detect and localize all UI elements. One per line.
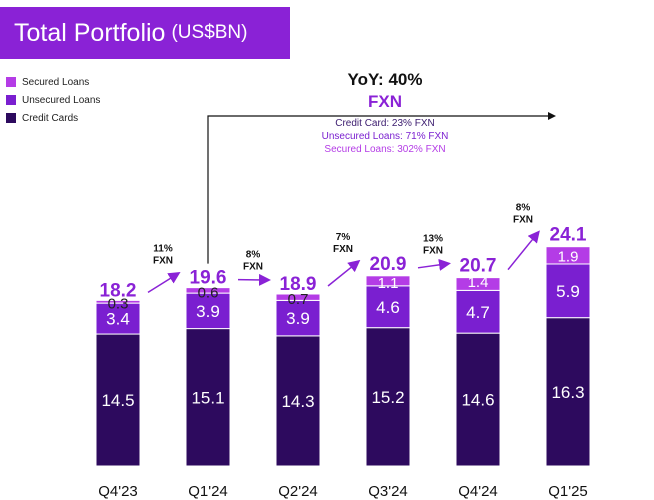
- growth-pct: 8%: [516, 203, 531, 214]
- growth-unit: FXN: [513, 215, 533, 226]
- bar-value-label: 0.7: [288, 291, 309, 308]
- legend-swatch-secured: [6, 77, 16, 87]
- bar-segment: [545, 317, 591, 467]
- growth-unit: FXN: [243, 262, 263, 273]
- bar-value-label: 3.9: [196, 302, 220, 321]
- yoy-bracket-arrowhead: [548, 112, 556, 120]
- yoy-title: YoY: 40%: [347, 70, 423, 89]
- growth-unit: FXN: [153, 256, 173, 267]
- x-tick-label: Q1'24: [188, 483, 228, 500]
- total-label: 20.7: [460, 256, 497, 277]
- legend-item-secured: Secured Loans: [6, 73, 100, 91]
- bar-value-label: 1.4: [468, 274, 489, 291]
- bar-segment: [185, 287, 231, 294]
- bar-value-label: 14.6: [461, 391, 494, 410]
- yoy-detail-credit-card: Credit Card: 23% FXN: [335, 118, 435, 129]
- bar-value-label: 0.3: [108, 296, 129, 313]
- bar-segment: [185, 292, 231, 330]
- bar-segment: [95, 333, 141, 467]
- growth-arrow: [147, 272, 181, 294]
- bar-value-label: 15.1: [191, 388, 224, 407]
- bar-segment: [545, 246, 591, 265]
- title-banner: Total Portfolio (US$BN): [0, 7, 290, 59]
- legend-label-credit-cards: Credit Cards: [22, 112, 79, 124]
- bar-value-label: 15.2: [371, 388, 404, 407]
- legend-item-unsecured: Unsecured Loans: [6, 91, 100, 109]
- chart-unit: (US$BN): [171, 22, 248, 43]
- bar-segment: [95, 299, 141, 304]
- bar-segment: [185, 328, 231, 467]
- growth-pct: 13%: [423, 234, 443, 245]
- bar-value-label: 5.9: [556, 282, 580, 301]
- yoy-detail-unsecured: Unsecured Loans: 71% FXN: [321, 131, 449, 142]
- total-label: 19.6: [190, 268, 227, 289]
- growth-arrow: [417, 258, 451, 271]
- total-label: 20.9: [370, 254, 407, 275]
- bar-segment: [455, 289, 501, 334]
- bar-value-label: 0.6: [198, 284, 219, 301]
- bar-value-label: 4.6: [376, 298, 400, 317]
- chart-title: Total Portfolio: [14, 18, 166, 47]
- yoy-details: Credit Card: 23% FXN Unsecured Loans: 71…: [290, 117, 480, 156]
- x-tick-label: Q2'24: [278, 483, 318, 500]
- total-label: 24.1: [550, 225, 587, 246]
- bar-value-label: 14.5: [101, 391, 134, 410]
- bar-segment: [545, 263, 591, 319]
- bar-segment: [365, 327, 411, 467]
- legend-label-unsecured: Unsecured Loans: [22, 94, 101, 106]
- bar-value-label: 4.7: [466, 303, 490, 322]
- growth-unit: FXN: [423, 246, 443, 257]
- legend-item-credit-cards: Credit Cards: [6, 109, 100, 127]
- x-tick-label: Q4'24: [458, 483, 498, 500]
- bar-segment: [455, 277, 501, 291]
- growth-pct: 7%: [336, 232, 351, 243]
- bar-value-label: 1.9: [558, 248, 579, 265]
- yoy-detail-secured: Secured Loans: 302% FXN: [324, 144, 446, 155]
- legend: Secured Loans Unsecured Loans Credit Car…: [6, 73, 100, 127]
- x-tick-label: Q4'23: [98, 483, 138, 500]
- total-label: 18.2: [100, 280, 137, 301]
- legend-swatch-unsecured: [6, 95, 16, 105]
- bar-segment: [365, 285, 411, 329]
- legend-label-secured: Secured Loans: [22, 76, 90, 88]
- growth-arrow: [507, 230, 540, 271]
- yoy-summary: YoY: 40% FXN Credit Card: 23% FXN Unsecu…: [290, 70, 480, 156]
- bar-value-label: 3.9: [286, 309, 310, 328]
- bar-segment: [275, 299, 321, 337]
- x-tick-label: Q1'25: [548, 483, 588, 500]
- bar-value-label: 3.4: [106, 310, 130, 329]
- bar-value-label: 16.3: [551, 383, 584, 402]
- legend-swatch-credit-cards: [6, 113, 16, 123]
- growth-pct: 11%: [153, 244, 173, 255]
- growth-unit: FXN: [333, 244, 353, 255]
- x-tick-label: Q3'24: [368, 483, 408, 500]
- growth-pct: 8%: [246, 250, 261, 261]
- growth-arrow: [327, 259, 361, 287]
- bar-value-label: 14.3: [281, 392, 314, 411]
- bar-segment: [455, 332, 501, 467]
- bar-segment: [275, 293, 321, 301]
- yoy-fxn: FXN: [368, 92, 402, 111]
- yoy-bracket: [207, 115, 548, 264]
- bar-segment: [365, 275, 411, 287]
- total-label: 18.9: [280, 274, 317, 295]
- bar-value-label: 1.1: [378, 275, 399, 292]
